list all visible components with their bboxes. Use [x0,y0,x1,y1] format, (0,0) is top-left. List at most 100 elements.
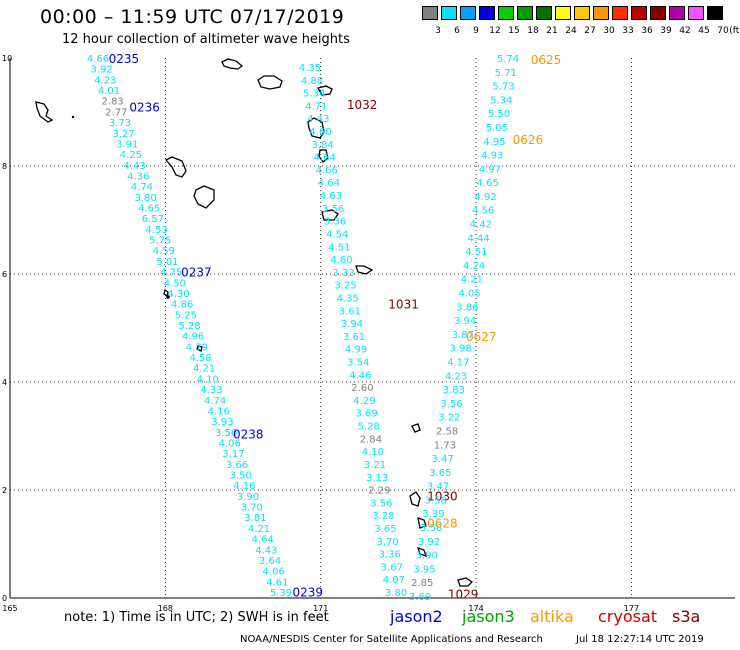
swh-value: 4.16 [233,481,255,492]
swh-value: 6.57 [142,214,164,225]
swh-value: 3.70 [376,537,398,548]
legend-label-27: 27 [584,26,596,36]
swh-value: 4.33 [200,385,222,396]
legend-swatch-33 [612,6,628,20]
island-outline [355,265,374,275]
legend-swatch-3 [422,6,438,20]
swh-value: 3.73 [109,118,131,129]
swh-value: 4.23 [445,371,467,382]
swh-value: 5.25 [175,310,197,321]
swh-value: 4.60 [309,127,331,138]
swh-value: 3.56 [440,399,462,410]
swh-value: 4.99 [345,345,367,356]
swh-value: 4.10 [362,447,384,458]
swh-value: 3.17 [222,449,244,460]
island-outline [193,185,215,209]
swh-value: 4.25 [120,150,142,161]
pass-time-label: 1031 [388,298,419,312]
swh-value: 4.51 [328,242,350,253]
legend-label-30: 30 [603,26,615,36]
legend-swatch-9 [460,6,476,20]
legend-label-9: 9 [473,26,479,36]
swh-value: 4.53 [145,225,167,236]
swh-value: 4.95 [483,137,505,148]
y-tick-label-10: 10 [2,54,12,63]
swh-value: 4.10 [197,374,219,385]
swh-value: 4.64 [252,535,274,546]
legend-label-70: 70 [717,26,729,36]
y-tick-label-4: 4 [2,378,7,387]
legend-swatch-27 [574,6,590,20]
swh-value: 4.21 [461,275,483,286]
swh-value: 4.43 [307,114,329,125]
swh-value: 4.61 [266,577,288,588]
x-tick-label-165: 165 [2,604,17,613]
swh-value: 4.43 [255,545,277,556]
swh-value: 3.86 [456,302,478,313]
swh-value: 4.35 [337,293,359,304]
swh-value: 4.30 [167,289,189,300]
y-tick-label-8: 8 [2,162,7,171]
legend-swatch-42 [669,6,685,20]
pass-time-label: 1029 [448,588,479,602]
swh-value: 4.66 [87,54,109,65]
x-tick-label-174: 174 [468,604,483,613]
swh-value: 5.34 [490,95,512,106]
pass-time-label: 0239 [292,586,323,600]
swh-value: 4.65 [138,204,160,215]
swh-value: 3.56 [322,204,344,215]
swh-value: 2.58 [436,426,458,437]
mission-label-jason2: jason2 [390,607,443,626]
swh-value: 3.80 [385,588,407,599]
swh-value: 4.86 [171,300,193,311]
swh-value: 4.29 [353,396,375,407]
legend-swatch-18 [517,6,533,20]
swh-value: 4.06 [263,567,285,578]
legend-label-36: 36 [641,26,653,36]
swh-value: 3.61 [339,306,361,317]
swh-value: 3.95 [413,564,435,575]
swh-value: 3.36 [379,550,401,561]
island-outline [35,101,54,123]
swh-value: 3.39 [422,509,444,520]
swh-value: 3.66 [226,460,248,471]
legend-swatch-45 [688,6,704,20]
swh-value: 5.01 [156,257,178,268]
swh-value: 4.96 [182,332,204,343]
legend-swatch-6 [441,6,457,20]
swh-value: 3.93 [211,417,233,428]
credit-text: NOAA/NESDIS Center for Satellite Applica… [240,634,543,645]
legend-label-39: 39 [660,26,672,36]
swh-value: 3.87 [452,330,474,341]
swh-value: 3.21 [364,460,386,471]
swh-value: 5.39 [270,588,292,599]
pass-time-label: 0626 [513,133,544,147]
swh-value: 3.50 [230,471,252,482]
legend-label-21: 21 [546,26,558,36]
island-outline [307,117,325,139]
swh-value: 4.64 [318,178,340,189]
swh-value: 3.92 [418,537,440,548]
swh-value: 4.56 [472,206,494,217]
swh-value: 3.25 [335,281,357,292]
swh-value: 3.47 [431,454,453,465]
swh-value: 4.07 [383,575,405,586]
swh-value: 5.05 [486,123,508,134]
swh-value: 4.71 [305,101,327,112]
swh-value: 3.94 [341,319,363,330]
legend-swatch-21 [536,6,552,20]
island-outline [318,149,329,163]
swh-value: 3.65 [429,468,451,479]
swh-value: 4.35 [299,63,321,74]
swh-value: 3.27 [112,129,134,140]
map-subtitle: 12 hour collection of altimeter wave hei… [62,32,350,47]
swh-value: 4.43 [123,161,145,172]
swh-value: 4.51 [465,247,487,258]
swh-value: 3.28 [372,511,394,522]
swh-value: 4.46 [349,370,371,381]
swh-value: 2.29 [368,486,390,497]
legend-swatch-39 [650,6,666,20]
swh-value: 3.58 [420,523,442,534]
swh-value: 3.81 [244,513,266,524]
